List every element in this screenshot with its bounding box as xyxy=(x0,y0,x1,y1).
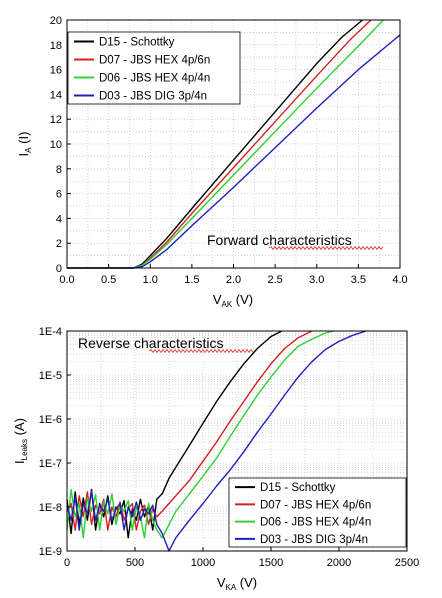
y-tick-label: 1E-4 xyxy=(39,326,62,338)
legend-label: D06 - JBS HEX 4p/4n xyxy=(99,73,210,85)
legend-label: D07 - JBS HEX 4p/6n xyxy=(260,499,371,511)
y-tick-label: 8 xyxy=(56,164,62,176)
legend-label: D07 - JBS HEX 4p/6n xyxy=(99,55,210,67)
reverse-characteristics-chart: 0 500 1000 1500 2000 2500 1E-9 1E-8 1E-7 1E-6 1E-5… xyxy=(12,326,419,592)
y-tick-label: 1E-9 xyxy=(39,546,62,558)
y-tick-label: 1E-8 xyxy=(39,502,62,514)
x-tick-label: 0 xyxy=(64,557,70,569)
series-line-4 xyxy=(67,34,401,269)
y-tick-label: 14 xyxy=(50,89,62,101)
legend-label: D03 - JBS DIG 3p/4n xyxy=(260,534,368,546)
chart-annotation: Forward characteristics xyxy=(207,232,352,248)
legend-label: D15 - Schottky xyxy=(260,482,336,494)
y-tick-label: 16 xyxy=(50,65,62,77)
series-line-3 xyxy=(66,330,334,539)
x-tick-label: 1.0 xyxy=(143,274,158,286)
x-tick-label: 1000 xyxy=(191,557,215,569)
x-tick-label: 3.5 xyxy=(351,274,366,286)
x-tick-label: 3.0 xyxy=(309,274,324,286)
chart-annotation: Reverse characteristics xyxy=(78,335,224,351)
y-tick-label: 1E-5 xyxy=(39,370,62,382)
y-tick-label: 0 xyxy=(56,263,62,275)
series-line-1 xyxy=(67,19,363,269)
spellcheck-underline xyxy=(268,245,384,251)
legend-box xyxy=(228,477,407,548)
spellcheck-underline xyxy=(148,348,254,354)
y-axis-label: IA (I) xyxy=(16,132,33,157)
legend: D15 - Schottky D07 - JBS HEX 4p/6n D06 - J… xyxy=(228,477,407,548)
x-tick-label: 0.0 xyxy=(59,274,74,286)
legend: D15 - Schottky D07 - JBS HEX 4p/6n D06 - J… xyxy=(67,31,241,105)
x-tick-label: 1500 xyxy=(259,557,283,569)
plot-frame xyxy=(66,330,408,552)
x-tick-label: 2000 xyxy=(327,557,351,569)
legend-label: D03 - JBS DIG 3p/4n xyxy=(99,91,207,103)
x-tick-label: 2.0 xyxy=(226,274,241,286)
y-tick-label: 18 xyxy=(50,40,62,52)
x-axis-label: VKA (V) xyxy=(217,575,257,592)
x-tick-label: 2500 xyxy=(395,557,419,569)
y-tick-label: 2 xyxy=(56,238,62,250)
x-tick-label: 1.5 xyxy=(184,274,199,286)
y-tick-label: 1E-6 xyxy=(39,414,62,426)
legend-box xyxy=(67,31,241,105)
y-axis-label: ILeaks (A) xyxy=(12,418,29,464)
forward-characteristics-chart: 0.0 0.5 1.0 1.5 2.0 2.5 3.0 3.5 4.0 0 2 4 6 8 10 12 14 16… xyxy=(16,15,408,309)
x-tick-label: 0.5 xyxy=(101,274,116,286)
y-tick-label: 20 xyxy=(50,15,62,27)
y-tick-label: 12 xyxy=(50,114,62,126)
legend-label: D15 - Schottky xyxy=(99,37,175,49)
x-tick-label: 500 xyxy=(126,557,144,569)
series-line-2 xyxy=(66,330,313,531)
x-tick-label: 2.5 xyxy=(267,274,282,286)
series-line-3 xyxy=(67,19,384,269)
legend-label: D06 - JBS HEX 4p/4n xyxy=(260,517,371,529)
x-tick-label: 4.0 xyxy=(392,274,407,286)
y-tick-label: 6 xyxy=(56,189,62,201)
x-axis-label: VAK (V) xyxy=(213,292,253,309)
series-line-4 xyxy=(66,330,367,552)
y-tick-label: 4 xyxy=(56,213,62,225)
y-tick-label: 1E-7 xyxy=(39,458,62,470)
y-tick-label: 10 xyxy=(50,139,62,151)
